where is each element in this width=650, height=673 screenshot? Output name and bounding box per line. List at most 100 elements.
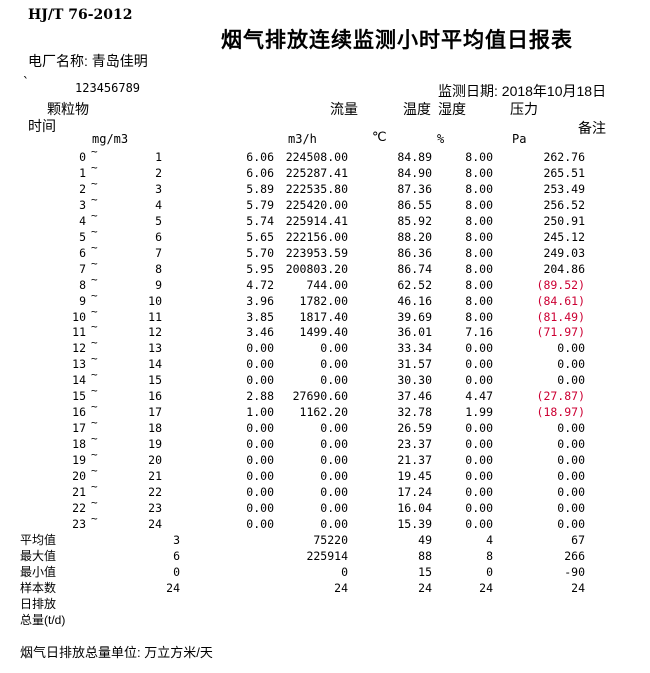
table-row: 5 ~6 5.65 222156.00 88.20 8.00 245.12	[0, 225, 650, 245]
summary-temperature: 15	[418, 564, 432, 579]
cell-particulate: 0.00	[246, 469, 274, 483]
summary-row: 最小值 0 0 15 0 -90	[0, 564, 650, 580]
table-row: 10 ~11 3.85 1817.40 39.69 8.00 (81.49)	[0, 305, 650, 325]
cell-hour-to: 10	[148, 293, 162, 308]
cell-hour-from: 16	[72, 405, 86, 420]
cell-particulate: 0.00	[246, 341, 274, 356]
cell-humidity: 1.99	[465, 405, 493, 420]
tilde-mark: ~	[91, 320, 98, 334]
unit-humidity: %	[437, 132, 445, 146]
cell-hour-from: 14	[72, 373, 86, 388]
tilde-mark: ~	[91, 224, 98, 238]
cell-humidity: 8.00	[465, 293, 493, 308]
tilde-mark: ~	[91, 384, 98, 398]
cell-hour-from: 7	[79, 261, 86, 276]
cell-flow: 224508.00	[285, 150, 348, 164]
tilde-mark: ~	[91, 511, 98, 525]
col-header-temperature: 温度	[403, 101, 431, 117]
cell-hour-from: 0	[79, 150, 86, 164]
summary-particulate	[80, 612, 180, 628]
table-row: 12 ~13 0.00 0.00 33.34 0.00 0.00	[0, 336, 650, 356]
summary-humidity: 4	[486, 532, 493, 547]
cell-particulate: 5.65	[246, 229, 274, 244]
cell-pressure: 245.12	[543, 229, 585, 244]
cell-humidity: 8.00	[465, 261, 493, 276]
unit-pressure: Pa	[512, 132, 527, 146]
cell-flow: 0.00	[320, 516, 348, 531]
cell-hour-to: 20	[148, 453, 162, 468]
cell-temperature: 86.55	[397, 197, 432, 212]
table-row: 0 ~1 6.06 224508.00 84.89 8.00 262.76	[0, 145, 650, 165]
cell-hour-to: 17	[148, 405, 162, 420]
cell-hour-from: 2	[79, 181, 86, 196]
tilde-mark: ~	[91, 416, 98, 430]
cell-temperature: 46.16	[397, 293, 432, 308]
cell-humidity: 0.00	[465, 469, 493, 483]
summary-particulate: 0	[173, 564, 180, 579]
table-row: 21 ~22 0.00 0.00 17.24 0.00 0.00	[0, 480, 650, 500]
cell-hour-to: 11	[148, 309, 162, 324]
cell-hour-from: 10	[72, 309, 86, 324]
serial-number: 123456789	[75, 81, 141, 95]
table-row: 3 ~4 5.79 225420.00 86.55 8.00 256.52	[0, 193, 650, 213]
cell-temperature: 39.69	[397, 309, 432, 324]
summary-label: 平均值	[20, 532, 57, 547]
cell-hour-to: 1	[155, 150, 162, 164]
tilde-mark: ~	[91, 192, 98, 206]
tilde-mark: ~	[91, 304, 98, 318]
cell-temperature: 16.04	[397, 500, 432, 515]
cell-flow: 0.00	[320, 453, 348, 468]
cell-hour-to: 16	[148, 389, 162, 404]
summary-humidity	[393, 596, 493, 612]
cell-pressure: (81.49)	[536, 309, 585, 324]
cell-temperature: 21.37	[397, 453, 432, 468]
cell-particulate: 6.06	[246, 150, 274, 164]
cell-humidity: 8.00	[465, 229, 493, 244]
table-row: 15 ~16 2.88 27690.60 37.46 4.47 (27.87)	[0, 384, 650, 404]
cell-humidity: 0.00	[465, 437, 493, 452]
report-title: 烟气排放连续监测小时平均值日报表	[221, 29, 573, 52]
cell-humidity: 7.16	[465, 325, 493, 340]
tilde-mark: ~	[91, 479, 98, 493]
cell-humidity: 8.00	[465, 197, 493, 212]
cell-hour-to: 8	[155, 261, 162, 276]
cell-particulate: 0.00	[246, 516, 274, 531]
cell-pressure: 262.76	[543, 150, 585, 164]
cell-particulate: 5.70	[246, 245, 274, 260]
cell-hour-to: 22	[148, 484, 162, 499]
summary-pressure	[485, 612, 585, 628]
cell-temperature: 33.34	[397, 341, 432, 356]
cell-temperature: 88.20	[397, 229, 432, 244]
cell-flow: 0.00	[320, 357, 348, 372]
cell-hour-from: 1	[79, 165, 86, 180]
table-row: 11 ~12 3.46 1499.40 36.01 7.16 (71.97)	[0, 320, 650, 340]
table-row: 22 ~23 0.00 0.00 16.04 0.00 0.00	[0, 496, 650, 516]
cell-temperature: 19.45	[397, 469, 432, 483]
cell-flow: 0.00	[320, 341, 348, 356]
summary-pressure: 67	[571, 532, 585, 547]
cell-humidity: 8.00	[465, 309, 493, 324]
cell-flow: 744.00	[306, 277, 348, 292]
cell-hour-from: 12	[72, 341, 86, 356]
cell-pressure: 0.00	[557, 469, 585, 483]
cell-pressure: 0.00	[557, 453, 585, 468]
cell-temperature: 84.90	[397, 165, 432, 180]
unit-flow: m3/h	[288, 132, 317, 146]
summary-pressure	[485, 596, 585, 612]
summary-particulate: 24	[166, 580, 180, 595]
cell-hour-from: 19	[72, 453, 86, 468]
cell-flow: 0.00	[320, 373, 348, 388]
cell-pressure: 0.00	[557, 373, 585, 388]
summary-temperature: 88	[418, 548, 432, 563]
cell-hour-from: 22	[72, 500, 86, 515]
cell-flow: 1782.00	[299, 293, 348, 308]
summary-humidity: 0	[486, 564, 493, 579]
cell-hour-to: 24	[148, 516, 162, 531]
cell-flow: 222156.00	[285, 229, 348, 244]
summary-pressure: 24	[571, 580, 585, 595]
cell-pressure: 204.86	[543, 261, 585, 276]
summary-temperature: 24	[418, 580, 432, 595]
cell-pressure: (84.61)	[536, 293, 585, 308]
table-row: 6 ~7 5.70 223953.59 86.36 8.00 249.03	[0, 241, 650, 261]
cell-particulate: 3.96	[246, 293, 274, 308]
